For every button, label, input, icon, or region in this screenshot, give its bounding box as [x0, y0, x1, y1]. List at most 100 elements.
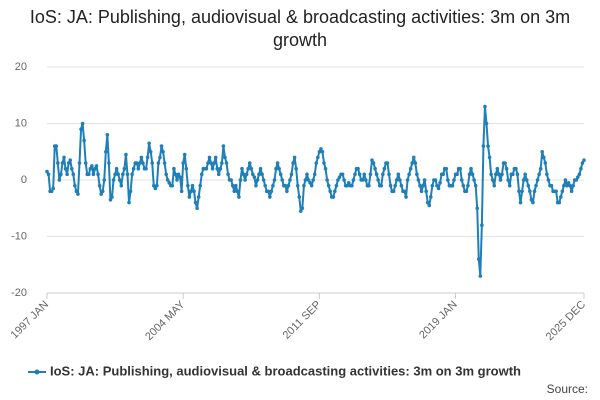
data-point	[558, 195, 563, 199]
data-point	[184, 166, 189, 171]
data-point	[136, 166, 141, 171]
data-point	[291, 161, 295, 165]
data-point	[560, 189, 565, 194]
data-point	[134, 161, 139, 165]
data-point	[367, 183, 371, 188]
data-point	[415, 172, 419, 177]
data-point	[156, 161, 161, 165]
data-point	[274, 166, 278, 171]
data-point	[246, 166, 250, 171]
data-point	[204, 166, 209, 171]
data-point	[402, 189, 407, 194]
data-point	[111, 178, 116, 182]
data-point	[97, 183, 102, 188]
data-point	[192, 189, 196, 194]
data-point	[346, 181, 351, 185]
data-point	[94, 164, 99, 168]
data-point	[125, 172, 130, 177]
data-point	[531, 200, 535, 205]
data-point	[504, 166, 509, 171]
data-point	[427, 203, 432, 208]
data-point	[393, 183, 397, 188]
data-point	[229, 178, 233, 182]
data-point	[446, 178, 450, 182]
data-point	[333, 189, 337, 194]
data-point	[374, 172, 379, 177]
data-point	[275, 161, 280, 165]
data-point	[340, 172, 345, 177]
data-point	[563, 178, 568, 182]
data-point	[213, 155, 218, 160]
data-point	[173, 172, 178, 177]
data-point	[254, 183, 258, 188]
data-point	[141, 161, 145, 165]
data-point	[353, 172, 357, 177]
data-point	[373, 166, 377, 171]
data-point	[212, 161, 216, 165]
data-point	[316, 155, 320, 160]
data-point	[151, 183, 156, 188]
x-tick-label: 2011 SEP	[281, 299, 324, 342]
data-point	[144, 166, 148, 171]
data-point	[566, 181, 571, 185]
data-point	[226, 172, 230, 177]
data-point	[252, 175, 257, 179]
data-point	[303, 178, 308, 182]
data-point	[314, 161, 319, 165]
data-point	[444, 166, 449, 171]
data-point	[83, 161, 88, 165]
data-point	[571, 183, 575, 188]
data-point	[521, 178, 526, 182]
data-point	[127, 200, 131, 205]
data-point	[59, 172, 63, 177]
data-point	[295, 183, 300, 188]
data-point	[398, 178, 402, 182]
data-point	[577, 172, 582, 177]
data-point	[500, 172, 504, 177]
data-point	[379, 183, 384, 188]
data-point	[56, 161, 60, 165]
data-point	[108, 197, 113, 202]
data-point	[433, 178, 438, 182]
data-point	[576, 175, 580, 179]
data-point	[289, 172, 294, 177]
data-point	[251, 172, 255, 177]
data-point	[532, 189, 537, 194]
data-point	[93, 166, 97, 171]
data-point	[524, 178, 529, 182]
data-point	[113, 172, 117, 177]
data-point	[153, 186, 158, 191]
data-point	[476, 257, 481, 261]
data-point	[503, 161, 507, 165]
data-point	[540, 149, 545, 154]
data-point	[306, 178, 311, 182]
data-point	[139, 155, 144, 160]
x-tick-label: 2004 MAY	[143, 298, 188, 343]
data-point	[280, 178, 285, 182]
data-point	[413, 161, 418, 165]
data-point	[529, 197, 534, 202]
data-point	[288, 178, 292, 182]
data-point	[122, 166, 127, 171]
data-point	[493, 172, 498, 177]
data-point	[54, 144, 59, 148]
y-tick-label: 0	[21, 174, 27, 186]
data-point	[193, 200, 198, 205]
series-line	[46, 105, 585, 278]
data-point	[209, 161, 213, 165]
data-point	[336, 178, 340, 182]
data-point	[506, 178, 510, 182]
data-point	[408, 166, 413, 171]
data-point	[189, 189, 193, 194]
data-point	[155, 183, 159, 188]
data-point	[238, 178, 243, 182]
data-point	[467, 172, 472, 177]
data-point	[199, 172, 204, 177]
data-point	[260, 172, 264, 177]
data-point	[104, 149, 108, 154]
data-point	[441, 172, 445, 177]
data-point	[300, 206, 305, 211]
data-point	[198, 183, 203, 188]
y-tick-label: 10	[15, 117, 27, 129]
